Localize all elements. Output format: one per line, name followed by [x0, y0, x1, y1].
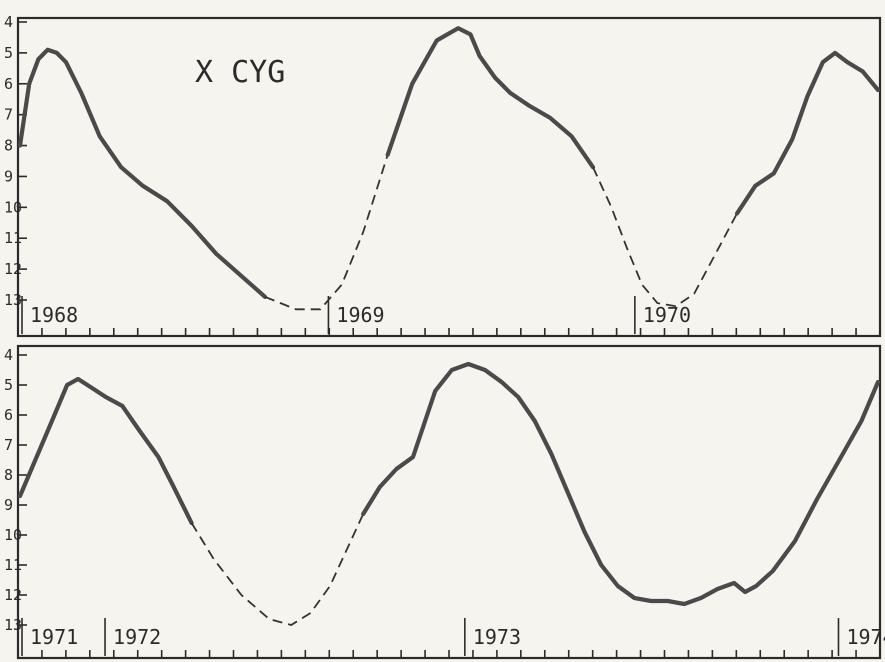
y-tick-label: 13 [4, 291, 22, 309]
series-line [734, 50, 881, 216]
y-tick-label: 6 [4, 75, 13, 93]
series-line-dashed [592, 166, 738, 308]
year-label: 1971 [30, 625, 78, 649]
y-tick-label: 6 [4, 406, 13, 424]
series-line-dashed [190, 513, 365, 626]
year-label: 1974 [846, 625, 885, 649]
year-label: 1970 [643, 303, 691, 327]
panel-bottom: 4 5 6 7 8 9 10 11 12 13 1971 1972 1973 1974 [4, 344, 885, 660]
series-line-dashed [264, 154, 389, 311]
y-tick-label: 8 [4, 466, 13, 484]
series-line [17, 47, 268, 299]
y-tick-label: 4 [4, 346, 13, 364]
y-tick-label: 12 [4, 586, 22, 604]
y-tick-label: 11 [4, 556, 22, 574]
year-label: 1973 [473, 625, 521, 649]
y-tick-label: 10 [4, 198, 22, 216]
series-line [17, 376, 194, 526]
y-tick-label: 4 [4, 13, 13, 31]
y-tick-label: 11 [4, 229, 22, 247]
panel-top: 4 5 6 7 8 9 10 11 12 13 1968 1969 1970 X CYG [4, 13, 882, 338]
y-tick-label: 12 [4, 260, 22, 278]
year-label: 1972 [113, 625, 161, 649]
y-tick-label: 9 [4, 496, 13, 514]
y-tick-label: 9 [4, 167, 13, 185]
y-tick-label: 5 [4, 44, 13, 62]
y-tick-label: 7 [4, 436, 13, 454]
series-line [361, 361, 881, 607]
series-line [385, 26, 596, 170]
year-label: 1969 [336, 303, 384, 327]
y-tick-label: 7 [4, 106, 13, 124]
year-label: 1968 [30, 303, 78, 327]
chart-title: X CYG [195, 55, 285, 90]
y-tick-label: 10 [4, 526, 22, 544]
y-tick-label: 8 [4, 137, 13, 155]
y-tick-label: 5 [4, 376, 13, 394]
y-tick-label: 13 [4, 616, 22, 634]
